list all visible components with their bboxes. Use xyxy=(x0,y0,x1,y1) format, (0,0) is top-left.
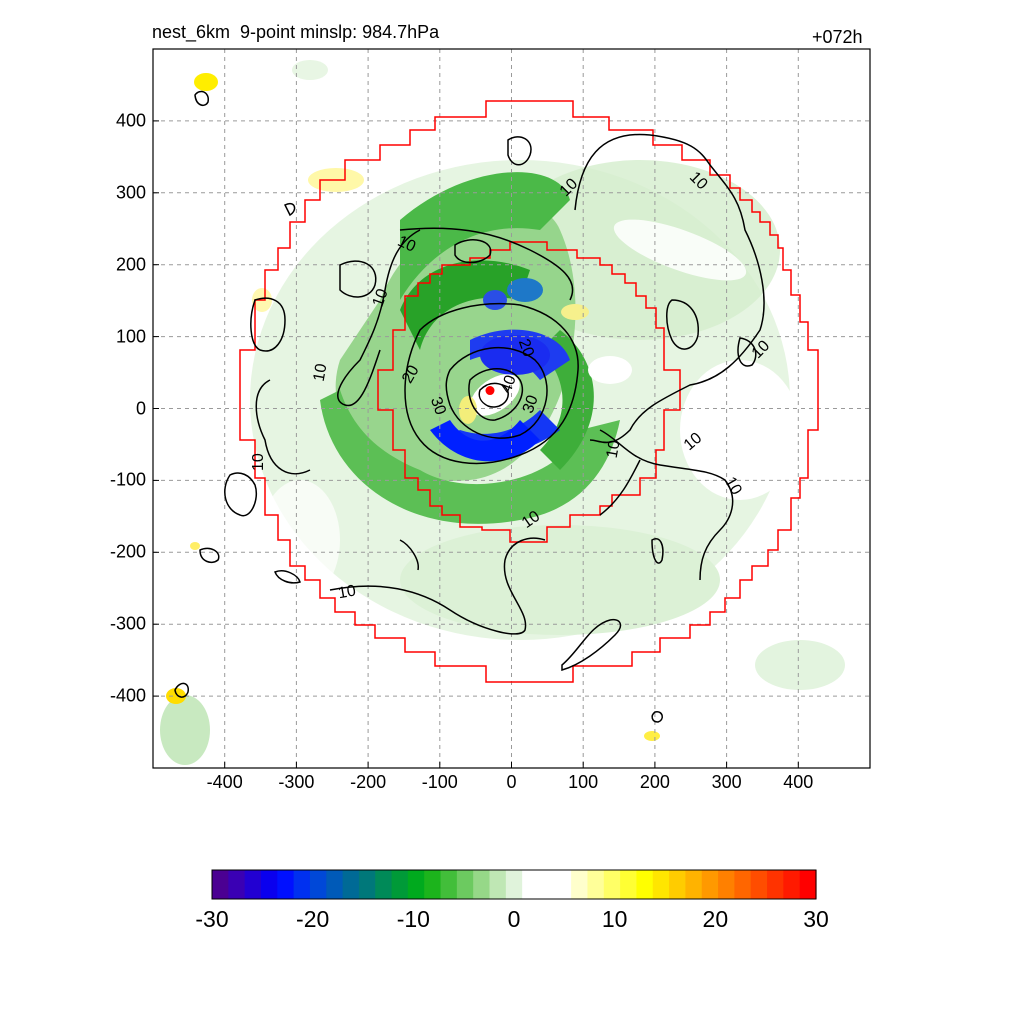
colorbar-swatch xyxy=(799,870,817,899)
x-tick-label: 0 xyxy=(506,772,517,792)
colorbar-swatch xyxy=(783,870,801,899)
colorbar-swatch xyxy=(652,870,670,899)
shaded-field xyxy=(160,60,845,765)
contour-label: 10 xyxy=(311,362,331,383)
colorbar-swatch xyxy=(620,870,638,899)
colorbar-swatch xyxy=(685,870,703,899)
contour-label: 10 xyxy=(370,287,392,310)
colorbar-swatch xyxy=(505,870,523,899)
y-tick-label: 300 xyxy=(115,182,146,203)
plot-title: nest_6km 9-point minslp: 984.7hPa xyxy=(152,22,440,42)
colorbar-swatch xyxy=(734,870,752,899)
colorbar-frame xyxy=(211,869,817,900)
colorbar-swatch xyxy=(669,870,687,899)
y-tick-label: 0 xyxy=(135,398,146,418)
x-tick-label: 100 xyxy=(568,772,599,792)
colorbar-swatch xyxy=(456,870,474,899)
colorbar-swatch xyxy=(571,870,589,899)
outer-nest-boundary xyxy=(239,100,819,683)
colorbar-tick-label: 20 xyxy=(702,906,729,932)
colorbar-swatch xyxy=(375,870,393,899)
colorbar-swatch xyxy=(701,870,719,899)
forecast-hour-label: +072h xyxy=(812,27,863,47)
nest-boundaries xyxy=(239,100,819,683)
colorbar-swatch xyxy=(309,870,327,899)
colorbar-swatch xyxy=(342,870,360,899)
wind-contours xyxy=(174,90,765,723)
axis-ticks xyxy=(153,120,799,768)
x-tick-label: -100 xyxy=(421,772,458,792)
colorbar-swatch xyxy=(244,870,262,899)
colorbar-swatch xyxy=(603,870,621,899)
x-tick-label: 300 xyxy=(711,772,742,792)
contour-label: 30 xyxy=(520,393,542,416)
contour-label: 20 xyxy=(515,337,537,360)
y-tick-label: -200 xyxy=(109,541,146,562)
colorbar-swatch xyxy=(473,870,491,899)
colorbar-swatch xyxy=(326,870,344,899)
colorbar-tick-label: -10 xyxy=(396,906,430,932)
colorbar-tick-label: 30 xyxy=(803,906,829,932)
y-tick-label: -100 xyxy=(109,469,146,490)
contour-label: 20 xyxy=(399,362,423,386)
colorbar-swatch xyxy=(424,870,442,899)
contour-label: 30 xyxy=(427,395,449,418)
colorbar-swatch xyxy=(212,870,229,899)
contour-label: 10 xyxy=(721,474,745,498)
contour-label: 40 xyxy=(498,373,520,396)
contour-label: 10 xyxy=(395,233,418,256)
inner-nest-boundary xyxy=(377,241,681,543)
colorbar-swatch xyxy=(554,870,572,899)
colorbar-tick-label: -20 xyxy=(296,906,330,932)
colorbar-swatch xyxy=(750,870,768,899)
colorbar-swatch xyxy=(407,870,425,899)
x-tick-label: -300 xyxy=(278,772,315,792)
colorbar-tick-label: -30 xyxy=(195,906,229,932)
x-tick-label: 400 xyxy=(783,772,814,792)
y-tick-label: 100 xyxy=(115,326,146,347)
colorbar-tick-label: 0 xyxy=(507,906,521,932)
colorbar-swatch xyxy=(260,870,278,899)
colorbar-swatch xyxy=(636,870,654,899)
colorbar-swatch xyxy=(391,870,409,899)
y-tick-label: 400 xyxy=(115,110,146,131)
colorbar-swatch xyxy=(538,870,556,899)
contour-label: 10 xyxy=(250,453,267,471)
colorbar-swatch xyxy=(587,870,605,899)
colorbar-swatch xyxy=(228,870,246,899)
colorbar-swatch xyxy=(358,870,376,899)
colorbar-swatch xyxy=(522,870,540,899)
storm-center-marker xyxy=(484,385,496,397)
colorbar-swatch xyxy=(767,870,784,899)
colorbar-tick-label: 10 xyxy=(601,906,628,932)
contour-label: 10 xyxy=(604,439,624,460)
colorbar-swatch xyxy=(293,870,311,899)
y-tick-label: -300 xyxy=(109,613,146,634)
x-tick-label: 200 xyxy=(639,772,670,792)
colorbar xyxy=(212,870,817,899)
y-tick-label: 200 xyxy=(115,254,146,275)
y-tick-label: -400 xyxy=(109,685,146,706)
colorbar-swatch xyxy=(718,870,735,899)
colorbar-swatch xyxy=(440,870,458,899)
contour-label: 10 xyxy=(337,582,358,602)
x-tick-label: -400 xyxy=(206,772,243,792)
colorbar-swatch xyxy=(277,870,295,899)
x-tick-label: -200 xyxy=(350,772,387,792)
colorbar-swatch xyxy=(489,870,507,899)
